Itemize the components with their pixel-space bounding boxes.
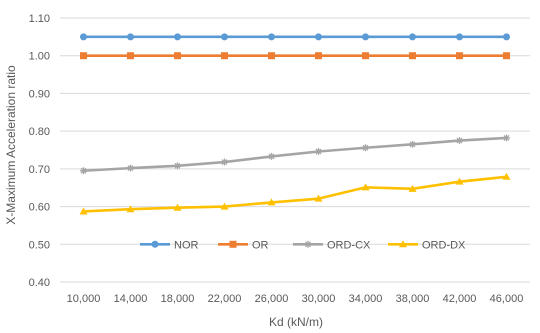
legend-item-or: OR <box>218 239 269 251</box>
data-point <box>314 194 323 202</box>
data-point <box>221 33 228 41</box>
x-tick-label: 26,000 <box>255 293 289 305</box>
data-point <box>127 52 134 60</box>
legend: NOR OR ORD-CX ORD-DX <box>140 239 466 251</box>
legend-label: ORD-CX <box>327 239 371 251</box>
x-tick-label: 42,000 <box>443 293 477 305</box>
data-point <box>220 202 229 210</box>
y-tick-label: 0.40 <box>29 277 50 289</box>
x-tick-label: 14,000 <box>114 293 148 305</box>
data-point <box>456 137 463 145</box>
x-tick-label: 46,000 <box>490 293 524 305</box>
y-tick-label: 1.10 <box>29 13 50 25</box>
data-point <box>80 52 87 60</box>
legend-item-ord-dx: ORD-DX <box>388 239 466 251</box>
legend-item-nor: NOR <box>140 239 199 251</box>
data-point <box>268 33 275 41</box>
data-point <box>268 152 275 160</box>
data-point <box>174 33 181 41</box>
y-tick-label: 1.00 <box>29 51 50 63</box>
y-tick-label: 0.90 <box>29 88 50 100</box>
y-tick-label: 0.70 <box>29 164 50 176</box>
data-point <box>409 52 416 60</box>
series-ord-cx <box>80 134 510 175</box>
data-point <box>221 52 228 60</box>
data-point <box>456 33 463 41</box>
data-point <box>503 134 510 142</box>
y-tick-label: 0.50 <box>29 239 50 251</box>
y-tick-label: 0.60 <box>29 202 50 214</box>
data-point <box>127 164 134 172</box>
data-point <box>408 184 417 192</box>
series-line <box>83 136 507 173</box>
x-axis-ticks: 10,000 14,000 18,000 22,000 26,000 30,000 34,0… <box>67 293 524 305</box>
data-point <box>315 148 322 156</box>
series-group <box>79 33 511 215</box>
series-or <box>80 52 510 60</box>
data-point <box>315 33 322 41</box>
data-point <box>502 172 511 180</box>
data-point <box>409 140 416 148</box>
data-point <box>174 52 181 60</box>
x-tick-label: 18,000 <box>161 293 195 305</box>
x-axis-title: Kd (kN/m) <box>269 315 323 329</box>
legend-marker <box>399 240 407 248</box>
data-point <box>409 33 416 41</box>
x-tick-label: 38,000 <box>396 293 430 305</box>
series-ord-dx <box>79 172 511 215</box>
data-point <box>362 33 369 41</box>
x-tick-label: 22,000 <box>208 293 242 305</box>
x-tick-label: 34,000 <box>349 293 383 305</box>
y-axis-ticks: 0.40 0.50 0.60 0.70 0.80 0.90 1.00 1.10 <box>29 13 50 289</box>
series-line <box>83 175 507 213</box>
data-point <box>455 177 464 185</box>
x-tick-label: 30,000 <box>302 293 336 305</box>
data-point <box>221 158 228 166</box>
data-point <box>80 167 87 175</box>
data-point <box>268 52 275 60</box>
y-tick-label: 0.80 <box>29 126 50 138</box>
data-point <box>503 33 510 41</box>
data-point <box>362 52 369 60</box>
data-point <box>173 203 182 211</box>
data-point <box>362 144 369 152</box>
legend-item-ord-cx: ORD-CX <box>293 239 371 251</box>
legend-marker <box>151 240 159 248</box>
data-point <box>80 33 87 41</box>
y-axis-title: X-Maximum Acceleration ratio <box>4 65 18 225</box>
data-point <box>126 205 135 213</box>
x-tick-label: 10,000 <box>67 293 101 305</box>
data-point <box>503 52 510 60</box>
data-point <box>361 183 370 191</box>
legend-marker <box>304 240 312 248</box>
data-point <box>79 207 88 215</box>
legend-marker <box>229 240 237 248</box>
legend-label: ORD-DX <box>422 239 466 251</box>
data-point <box>127 33 134 41</box>
series-nor <box>80 33 510 41</box>
data-point <box>315 52 322 60</box>
legend-label: OR <box>252 239 269 251</box>
data-point <box>174 162 181 170</box>
data-point <box>267 198 276 206</box>
data-point <box>456 52 463 60</box>
legend-label: NOR <box>174 239 199 251</box>
